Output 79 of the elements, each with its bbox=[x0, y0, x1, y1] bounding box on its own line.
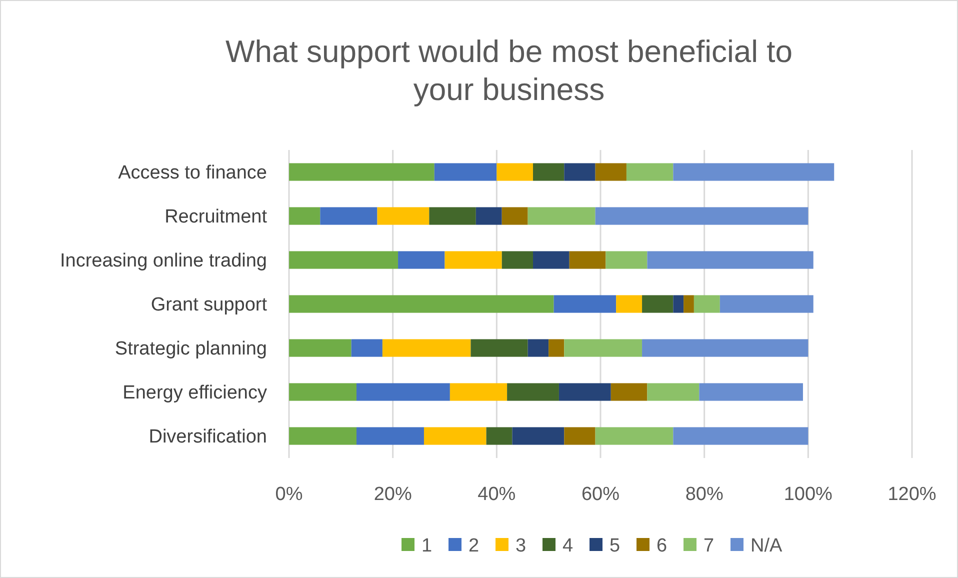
bar bbox=[528, 207, 596, 225]
bar bbox=[289, 207, 320, 225]
x-tick-label: 100% bbox=[784, 484, 833, 505]
bar bbox=[512, 427, 564, 445]
legend-label: 5 bbox=[610, 536, 620, 557]
x-tick-label: 40% bbox=[478, 484, 516, 505]
bar bbox=[450, 383, 508, 401]
x-tick-label: 20% bbox=[374, 484, 412, 505]
bar bbox=[289, 427, 356, 445]
bar bbox=[673, 163, 834, 181]
bar bbox=[356, 427, 424, 445]
bar bbox=[647, 383, 700, 401]
bar bbox=[626, 163, 674, 181]
bar bbox=[424, 427, 486, 445]
bar bbox=[289, 251, 398, 269]
legend-label: 1 bbox=[422, 536, 432, 557]
bar bbox=[528, 339, 549, 357]
bar bbox=[564, 339, 642, 357]
bar bbox=[320, 207, 378, 225]
bar bbox=[673, 427, 808, 445]
bar bbox=[429, 207, 476, 225]
bar bbox=[382, 339, 471, 357]
bar bbox=[533, 163, 564, 181]
bar bbox=[595, 163, 626, 181]
bar bbox=[486, 427, 512, 445]
bar bbox=[533, 251, 570, 269]
x-tick-label: 0% bbox=[275, 484, 303, 505]
bar bbox=[356, 383, 450, 401]
bar bbox=[507, 383, 559, 401]
bar bbox=[496, 163, 534, 181]
bar bbox=[476, 207, 502, 225]
legend-label: N/A bbox=[750, 536, 782, 557]
x-tick-label: 120% bbox=[888, 484, 936, 505]
y-tick-label: Diversification bbox=[148, 426, 267, 448]
bar bbox=[289, 163, 434, 181]
legend-label: 7 bbox=[704, 536, 714, 557]
y-tick-label: Recruitment bbox=[164, 206, 268, 228]
bar bbox=[502, 251, 534, 269]
y-tick-label: Grant support bbox=[150, 294, 268, 316]
legend-label: 6 bbox=[656, 536, 668, 557]
bar bbox=[289, 383, 356, 401]
bar bbox=[616, 295, 642, 313]
bar bbox=[642, 339, 808, 357]
bar bbox=[564, 163, 596, 181]
y-tick-label: Increasing online trading bbox=[60, 250, 267, 272]
bar bbox=[673, 295, 684, 313]
y-tick-label: Access to finance bbox=[118, 162, 267, 184]
bar bbox=[610, 383, 648, 401]
bar bbox=[564, 427, 596, 445]
y-tick-label: Strategic planning bbox=[114, 338, 267, 360]
bar bbox=[289, 295, 554, 313]
bar bbox=[554, 295, 616, 313]
legend-label: 3 bbox=[516, 536, 526, 557]
legend-label: 4 bbox=[562, 536, 574, 557]
bar bbox=[434, 163, 497, 181]
bar bbox=[595, 207, 808, 225]
bar bbox=[444, 251, 502, 269]
bar bbox=[699, 383, 803, 401]
bar bbox=[502, 207, 528, 225]
chart-title: What support would be most beneficial to your business bbox=[226, 34, 792, 107]
bar bbox=[569, 251, 606, 269]
bar bbox=[470, 339, 528, 357]
bar bbox=[351, 339, 382, 357]
y-tick-label: Energy efficiency bbox=[122, 382, 268, 404]
bar bbox=[720, 295, 814, 313]
x-tick-label: 60% bbox=[581, 484, 620, 505]
bar bbox=[558, 383, 611, 401]
x-tick-label: 80% bbox=[685, 484, 724, 505]
legend-label: 2 bbox=[468, 536, 480, 557]
bar bbox=[595, 427, 674, 445]
bar bbox=[642, 295, 674, 313]
bar bbox=[377, 207, 430, 225]
bar bbox=[647, 251, 814, 269]
bar bbox=[398, 251, 445, 269]
bar bbox=[606, 251, 648, 269]
bar bbox=[684, 295, 694, 313]
bar bbox=[548, 339, 564, 357]
bar bbox=[694, 295, 720, 313]
bar bbox=[289, 339, 352, 357]
